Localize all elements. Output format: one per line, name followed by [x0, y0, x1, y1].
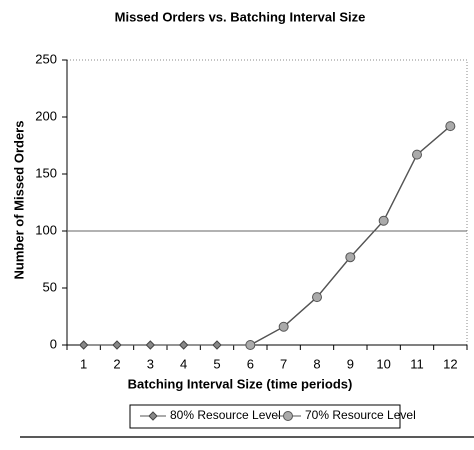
y-tick-label: 50 [43, 279, 57, 294]
marker [412, 149, 422, 160]
marker [145, 340, 156, 350]
series-line [83, 125, 451, 346]
plot-area [66, 59, 468, 346]
series-line [250, 125, 451, 346]
y-tick-label: 200 [35, 108, 57, 123]
legend-marker [283, 411, 293, 421]
x-tick-label: 9 [347, 356, 354, 371]
legend-marker [148, 411, 158, 421]
marker [212, 340, 222, 350]
y-tick-label: 100 [35, 222, 57, 237]
y-tick-label: 150 [35, 165, 57, 180]
marker [112, 340, 122, 350]
y-tick-label: 0 [50, 336, 57, 351]
x-tick-label: 3 [147, 356, 154, 371]
x-tick-label: 5 [213, 356, 220, 371]
marker [312, 292, 322, 303]
marker [378, 215, 389, 226]
marker [345, 252, 356, 263]
x-tick-label: 6 [247, 356, 254, 371]
x-tick-label: 10 [376, 356, 390, 371]
legend-box [129, 404, 401, 429]
marker [445, 121, 456, 132]
x-tick-label: 1 [80, 356, 87, 371]
marker [78, 340, 89, 350]
x-tick-label: 12 [443, 356, 457, 371]
chart-title: Missed Orders vs. Batching Interval Size [115, 9, 366, 24]
x-tick-label: 8 [313, 356, 320, 371]
y-tick-label: 250 [35, 51, 57, 66]
legend-label: 70% Resource Level [305, 408, 416, 422]
marker [245, 340, 256, 350]
x-tick-label: 11 [410, 356, 424, 371]
x-axis-title: Batching Interval Size (time periods) [128, 376, 353, 391]
legend-label: 80% Resource Level [170, 408, 281, 422]
y-axis-title: Number of Missed Orders [11, 121, 26, 280]
marker [278, 321, 289, 332]
x-tick-label: 2 [113, 356, 120, 371]
x-tick-label: 7 [280, 356, 287, 371]
marker [178, 340, 189, 350]
x-tick-label: 4 [180, 356, 187, 371]
